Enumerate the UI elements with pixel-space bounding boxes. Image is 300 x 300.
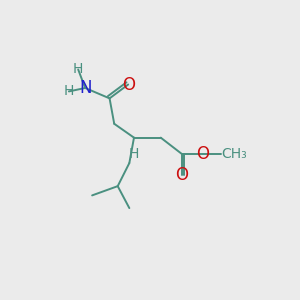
Text: H: H (64, 84, 74, 98)
Text: O: O (122, 76, 135, 94)
Text: O: O (196, 145, 209, 163)
Text: N: N (79, 79, 92, 97)
Text: O: O (175, 166, 188, 184)
Text: H: H (73, 62, 83, 76)
Text: CH₃: CH₃ (221, 147, 247, 161)
Text: H: H (129, 147, 139, 161)
